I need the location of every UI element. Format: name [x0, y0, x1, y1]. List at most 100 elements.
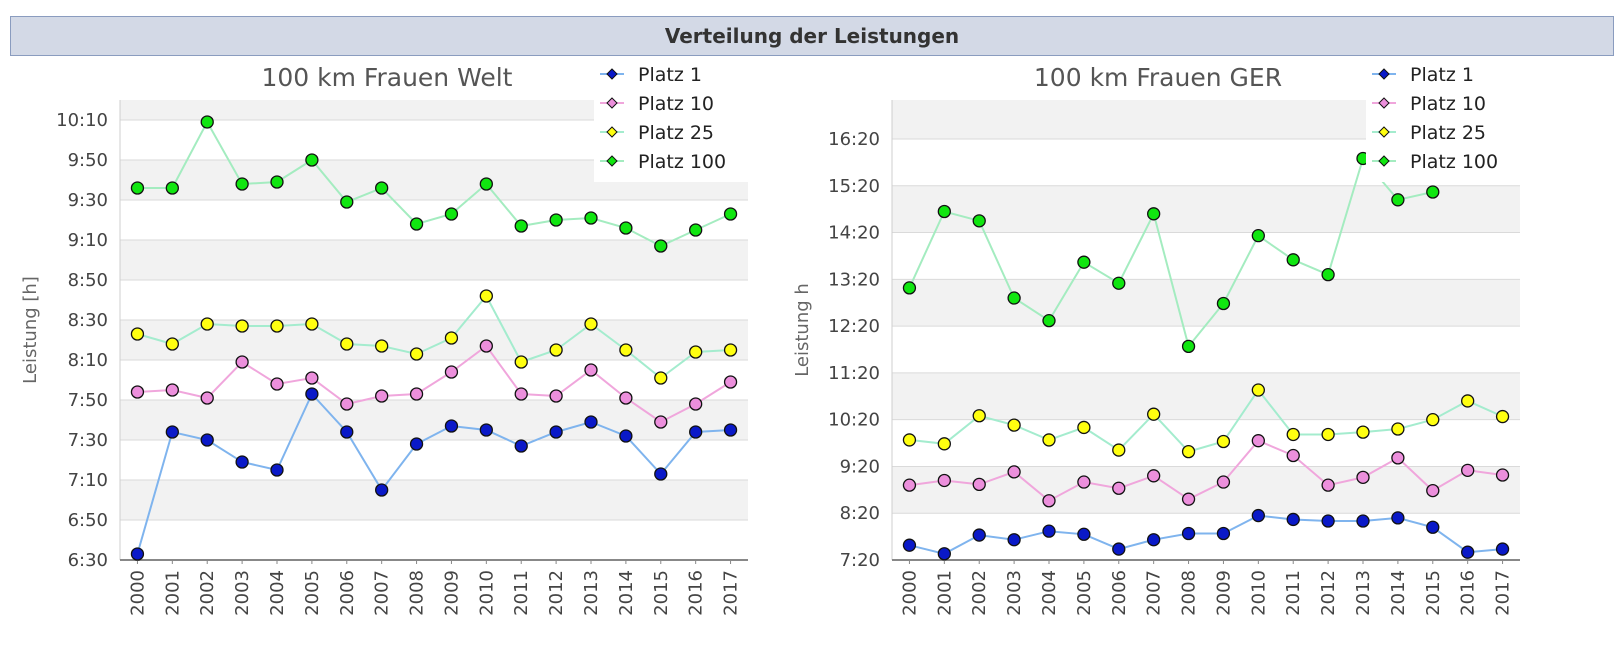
data-point-platz-1	[549, 425, 563, 439]
data-point-platz-10	[1251, 434, 1265, 448]
x-tick-label: 2006	[337, 570, 358, 616]
data-point-platz-1	[1426, 520, 1440, 534]
series-line-platz-1	[909, 514, 1503, 555]
y-axis-label: Leistung [h]	[20, 276, 41, 384]
plot-band	[120, 320, 748, 360]
data-point-platz-1	[270, 463, 284, 477]
data-point-platz-10	[1461, 463, 1475, 477]
data-point-platz-10	[1147, 469, 1161, 483]
data-point-platz-10	[1007, 465, 1021, 479]
data-point-platz-25	[1391, 422, 1405, 436]
x-tick-label: 2015	[651, 570, 672, 616]
data-point-platz-100	[1077, 255, 1091, 269]
data-point-platz-1	[340, 425, 354, 439]
data-point-platz-25	[972, 409, 986, 423]
chart-title: 100 km Frauen Welt	[261, 63, 512, 92]
data-point-platz-10	[1495, 468, 1510, 482]
data-point-platz-25	[1147, 407, 1161, 421]
data-point-platz-25	[305, 317, 319, 331]
y-tick-label: 15:20	[828, 176, 880, 197]
data-point-platz-1	[1077, 527, 1091, 541]
data-point-platz-100	[902, 281, 917, 295]
x-tick-label: 2016	[686, 570, 707, 616]
legend-label: Platz 100	[638, 151, 726, 173]
data-point-platz-100	[723, 207, 738, 221]
data-point-platz-1	[514, 439, 528, 453]
x-tick-label: 2007	[372, 570, 393, 616]
data-point-platz-25	[165, 337, 179, 351]
x-tick-label: 2005	[302, 570, 323, 616]
legend-item-platz-10: Platz 10	[1372, 93, 1486, 115]
x-tick-label: 2012	[546, 570, 567, 616]
data-point-platz-100	[1112, 276, 1126, 290]
y-tick-label: 13:20	[828, 269, 880, 290]
x-tick-label: 2002	[197, 570, 218, 616]
series-line-platz-100	[908, 156, 1434, 349]
data-point-platz-10	[305, 371, 319, 385]
data-point-platz-100	[375, 181, 389, 195]
y-tick-label: 8:10	[68, 350, 108, 371]
data-point-platz-1	[972, 528, 986, 542]
data-point-platz-1	[1461, 545, 1475, 559]
data-point-platz-25	[444, 331, 459, 345]
data-point-platz-1	[584, 415, 598, 429]
data-point-platz-100	[409, 217, 424, 231]
data-point-platz-25	[1321, 427, 1335, 442]
data-point-platz-1	[1181, 526, 1196, 541]
legend-item-platz-1: Platz 1	[1372, 64, 1474, 86]
plot-band	[892, 372, 1520, 420]
data-point-platz-25	[1181, 444, 1196, 459]
data-point-platz-10	[514, 387, 528, 401]
data-point-platz-100	[689, 223, 703, 237]
data-point-platz-1	[1007, 533, 1021, 547]
x-tick-label: 2006	[1109, 570, 1130, 616]
legend-marker	[606, 155, 618, 167]
data-point-platz-25	[514, 355, 528, 369]
data-point-platz-10	[1112, 481, 1126, 495]
data-point-platz-25	[200, 317, 214, 331]
y-tick-label: 9:50	[68, 150, 108, 171]
x-tick-label: 2011	[1283, 570, 1304, 616]
x-tick-label: 2013	[1353, 570, 1374, 616]
x-tick-label: 2001	[162, 570, 183, 616]
data-point-platz-100	[1391, 193, 1405, 207]
data-point-platz-1	[130, 547, 145, 561]
legend-marker	[1378, 155, 1390, 167]
data-point-platz-1	[689, 425, 703, 439]
legend-label: Platz 25	[1410, 122, 1486, 144]
data-point-platz-100	[479, 177, 493, 191]
data-point-platz-25	[130, 327, 145, 341]
legend-item-platz-10: Platz 10	[600, 93, 714, 115]
data-point-platz-10	[937, 473, 951, 488]
data-point-platz-25	[723, 343, 738, 357]
x-tick-label: 2010	[476, 570, 497, 616]
plot-band	[120, 480, 748, 520]
legend-item-platz-1: Platz 1	[600, 64, 702, 86]
data-point-platz-10	[723, 375, 738, 389]
legend-marker	[606, 97, 618, 109]
data-point-platz-1	[1495, 542, 1510, 556]
data-point-platz-25	[270, 319, 284, 333]
data-point-platz-100	[1147, 207, 1161, 221]
data-point-platz-100	[1181, 339, 1196, 354]
data-point-platz-10	[689, 397, 703, 411]
x-tick-label: 2007	[1144, 570, 1165, 616]
data-point-platz-100	[1251, 229, 1265, 243]
data-point-platz-100	[1007, 291, 1021, 305]
data-point-platz-100	[1286, 253, 1300, 267]
y-tick-label: 16:20	[828, 129, 880, 150]
y-tick-label: 9:10	[68, 230, 108, 251]
legend-marker	[606, 126, 618, 138]
data-point-platz-100	[549, 213, 563, 227]
data-point-platz-1	[1356, 514, 1370, 528]
data-point-platz-10	[1426, 483, 1440, 498]
x-tick-label: 2014	[616, 570, 637, 616]
legend-marker	[1378, 97, 1390, 109]
data-point-platz-25	[375, 339, 389, 353]
page-header: Verteilung der Leistungen	[10, 16, 1614, 56]
data-point-platz-10	[584, 363, 598, 377]
legend: Platz 1 Platz 10 Platz 25 Platz 100	[1366, 58, 1534, 182]
data-point-platz-10	[1077, 475, 1091, 489]
series-line-platz-1	[136, 392, 731, 555]
x-tick-label: 2015	[1423, 570, 1444, 616]
